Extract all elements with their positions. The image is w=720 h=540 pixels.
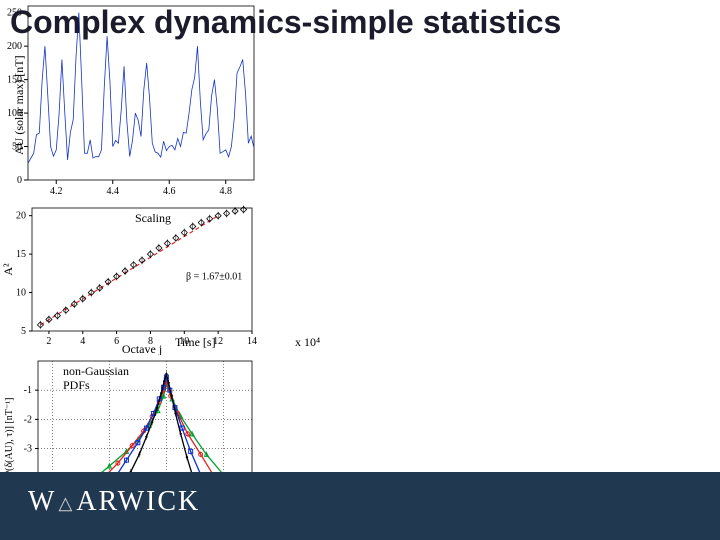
svg-text:β = 1.67±0.01: β = 1.67±0.01 (186, 271, 242, 282)
svg-text:4.4: 4.4 (107, 186, 120, 197)
svg-text:4.8: 4.8 (220, 186, 233, 197)
svg-text:-3: -3 (24, 444, 32, 455)
scaling-chart: 24681012145101520Octave jA²Scalingβ = 1.… (0, 200, 260, 355)
timeseries-ylabel: AU (solar max) [nT] (12, 55, 27, 155)
svg-text:PDFs: PDFs (63, 378, 90, 392)
svg-text:5: 5 (21, 326, 26, 337)
footer: W△ARWICK (0, 472, 720, 540)
svg-text:non-Gaussian: non-Gaussian (63, 364, 129, 378)
svg-text:2: 2 (46, 336, 51, 347)
svg-text:20: 20 (16, 211, 26, 222)
slide: Complex dynamics-simple statistics 05010… (0, 0, 720, 540)
svg-text:4: 4 (80, 336, 85, 347)
svg-text:-1: -1 (24, 385, 32, 396)
svg-text:15: 15 (16, 249, 26, 260)
svg-text:Scaling: Scaling (135, 211, 171, 225)
timeseries-xscale: x 10⁴ (295, 335, 320, 350)
svg-text:A²: A² (1, 263, 15, 276)
svg-text:Octave j: Octave j (122, 342, 162, 355)
svg-text:14: 14 (247, 336, 257, 347)
warwick-logo: W△ARWICK (28, 486, 200, 518)
timeseries-xlabel: Time [s] (175, 335, 216, 350)
slide-title: Complex dynamics-simple statistics (10, 4, 561, 41)
svg-text:4.6: 4.6 (163, 186, 176, 197)
svg-text:0: 0 (17, 175, 22, 186)
svg-text:-2: -2 (24, 414, 32, 425)
svg-text:10: 10 (16, 288, 26, 299)
svg-text:4.2: 4.2 (50, 186, 63, 197)
svg-text:6: 6 (114, 336, 119, 347)
svg-text:200: 200 (7, 41, 22, 52)
